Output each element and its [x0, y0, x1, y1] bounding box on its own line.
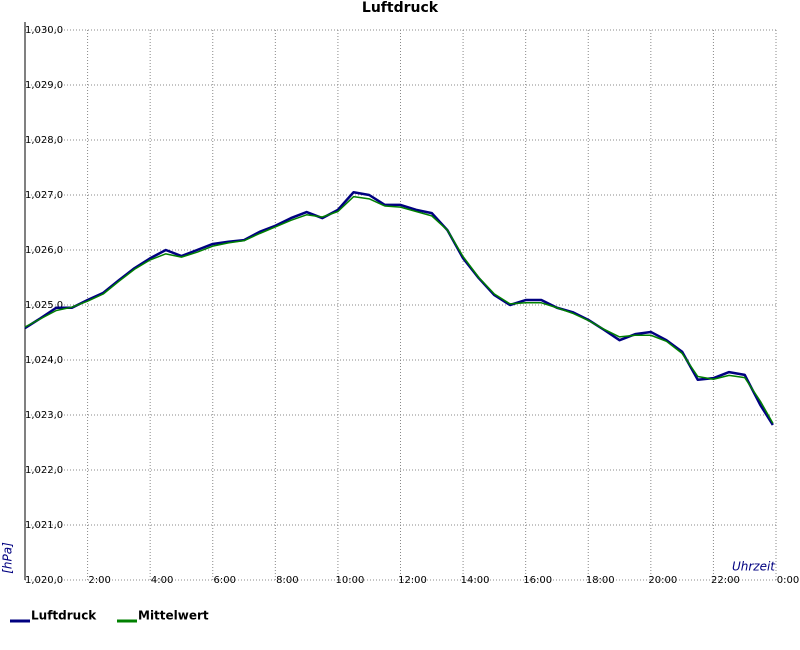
x-tick-label: 20:00 — [648, 575, 677, 586]
y-tick-label: 1,028,0 — [25, 135, 63, 146]
y-tick-label: 1,030,0 — [25, 25, 63, 36]
y-tick-label: 1,025,0 — [25, 300, 63, 311]
x-tick-label: 16:00 — [523, 575, 552, 586]
x-tick-label: 6:00 — [214, 575, 236, 586]
y-tick-label: 1,027,0 — [25, 190, 63, 201]
y-tick-label: 1,023,0 — [25, 410, 63, 421]
line-series — [24, 195, 774, 424]
line-series — [24, 191, 774, 426]
x-tick-label: 12:00 — [398, 575, 427, 586]
x-tick-label: 10:00 — [336, 575, 365, 586]
x-tick-label: 18:00 — [586, 575, 615, 586]
x-tick-label: 22:00 — [711, 575, 740, 586]
y-tick-label: 1,022,0 — [25, 465, 63, 476]
y-tick-label: 1,020,0 — [25, 575, 63, 586]
y-tick-label: 1,024,0 — [25, 355, 63, 366]
y-tick-label: 1,021,0 — [25, 520, 63, 531]
chart-title: Luftdruck — [362, 0, 439, 16]
x-tick-label: 14:00 — [461, 575, 490, 586]
x-tick-label: 8:00 — [276, 575, 298, 586]
x-tick-label: 2:00 — [88, 575, 110, 586]
x-tick-label: 0:00 — [777, 575, 799, 586]
legend-label: Luftdruck — [31, 609, 97, 623]
x-tick-label: 4:00 — [151, 575, 173, 586]
y-tick-label: 1,029,0 — [25, 80, 63, 91]
y-axis-label: [hPa] — [1, 542, 15, 574]
legend-label: Mittelwert — [138, 609, 209, 623]
x-axis-label: Uhrzeit — [732, 560, 776, 574]
y-tick-label: 1,026,0 — [25, 245, 63, 256]
